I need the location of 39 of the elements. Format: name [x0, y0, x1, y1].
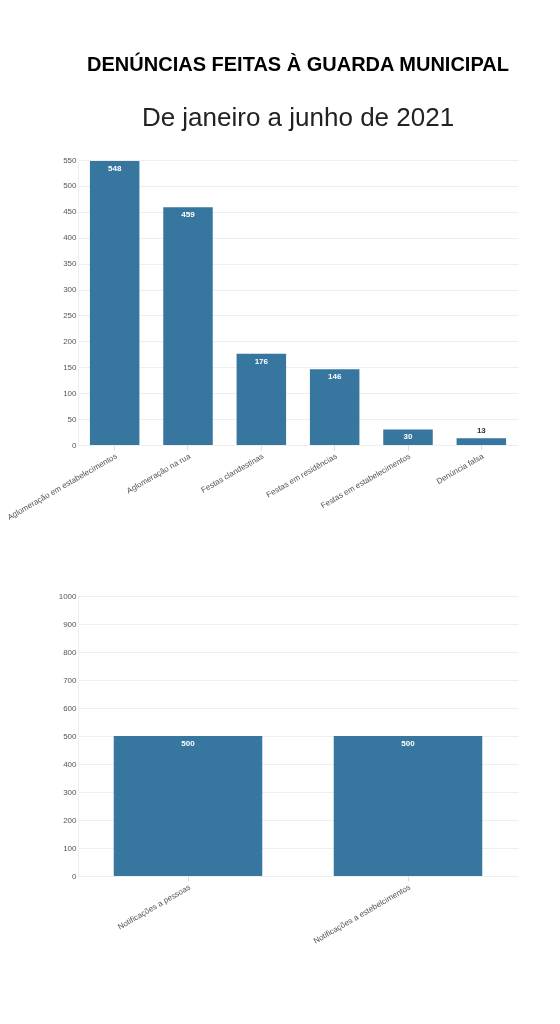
- data-label: 176: [254, 356, 269, 366]
- y-tick-label: 100: [63, 388, 78, 398]
- y-tick-label: 500: [63, 731, 78, 741]
- y-tick-label: 600: [63, 703, 78, 713]
- y-tick-label: 300: [63, 285, 78, 295]
- y-tick-label: 550: [63, 155, 78, 165]
- chart-subtitle: De janeiro a junho de 2021: [141, 102, 455, 132]
- y-tick-label: 450: [63, 207, 78, 217]
- y-tick-label: 0: [72, 440, 78, 450]
- data-label: 500: [181, 739, 196, 748]
- y-tick-label: 0: [72, 871, 78, 881]
- y-tick-label: 1000: [58, 591, 78, 601]
- y-tick-label: 200: [63, 336, 78, 346]
- y-tick-label: 900: [63, 619, 78, 629]
- bar: [163, 207, 213, 445]
- y-tick-label: 150: [63, 362, 78, 372]
- data-label: 459: [181, 210, 196, 220]
- y-tick-label: 250: [63, 310, 78, 320]
- y-tick-label: 700: [63, 675, 78, 685]
- data-label: 146: [327, 372, 342, 382]
- y-tick-label: 800: [63, 647, 78, 657]
- y-tick-label: 100: [63, 843, 78, 853]
- y-tick-label: 200: [63, 815, 78, 825]
- data-label: 30: [403, 432, 413, 442]
- bar: [89, 161, 140, 445]
- y-tick-label: 400: [63, 233, 78, 243]
- y-tick-label: 400: [63, 759, 78, 769]
- data-label: 500: [401, 739, 416, 748]
- bar: [236, 353, 287, 445]
- chart-title: DENÚNCIAS FEITAS À GUARDA MUNICIPAL: [87, 52, 509, 75]
- y-tick-label: 500: [63, 181, 78, 191]
- y-tick-label: 50: [67, 414, 78, 424]
- y-tick-label: 350: [63, 259, 78, 269]
- data-label: 548: [107, 164, 122, 174]
- data-label: 13: [476, 426, 487, 436]
- bar: [456, 438, 507, 445]
- bar: [309, 369, 360, 445]
- bar: [383, 429, 433, 445]
- y-tick-label: 300: [63, 787, 78, 797]
